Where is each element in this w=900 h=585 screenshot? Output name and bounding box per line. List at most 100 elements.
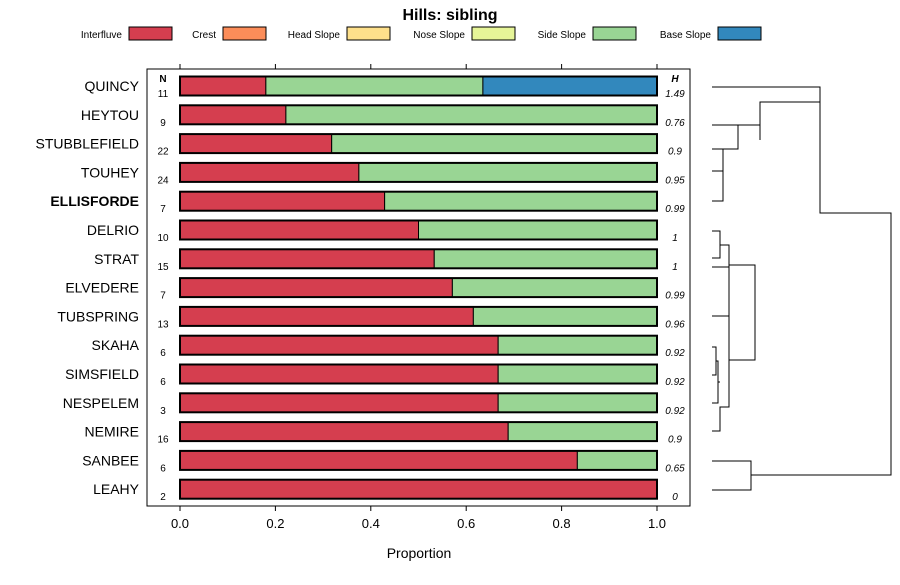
dendrogram-branch	[712, 315, 730, 432]
bar-segment	[179, 421, 509, 442]
bar-segment	[179, 277, 453, 298]
n-value: 15	[157, 262, 169, 273]
n-value: 3	[160, 406, 166, 417]
bar-segment	[179, 248, 435, 269]
bar-segment	[472, 306, 658, 327]
n-value: 13	[157, 319, 169, 330]
category-label: SANBEE	[82, 452, 139, 468]
category-label: SKAHA	[92, 337, 140, 353]
legend-swatch	[717, 26, 762, 41]
n-value: 7	[160, 291, 166, 302]
h-value: 0.76	[665, 118, 685, 129]
n-value: 10	[157, 233, 169, 244]
n-value: 2	[160, 492, 166, 503]
n-header: N	[159, 74, 166, 85]
bar-segment	[331, 133, 658, 154]
category-label: QUINCY	[85, 78, 140, 94]
h-header: H	[671, 74, 679, 85]
x-tick-label: 0.6	[457, 516, 475, 531]
legend-swatch	[222, 26, 267, 41]
dendrogram-branch	[729, 264, 756, 361]
h-value: 0.9	[668, 147, 682, 158]
category-label: STUBBLEFIELD	[36, 136, 139, 152]
x-tick-label: 1.0	[648, 516, 666, 531]
x-tick-label: 0.4	[362, 516, 380, 531]
x-tick-label: 0.8	[553, 516, 571, 531]
n-value: 6	[160, 377, 166, 388]
bar-outline	[179, 277, 658, 299]
bar-segment	[576, 450, 658, 471]
x-axis: 0.0 0.2 0.4 0.6 0.8 1.0	[171, 64, 666, 531]
dendrogram	[712, 86, 892, 491]
bar-outline	[179, 449, 658, 471]
n-value: 11	[158, 89, 169, 100]
bar-segment	[179, 220, 419, 240]
bar-segment	[497, 364, 658, 384]
plot-frame	[146, 68, 691, 507]
bar-outline	[179, 161, 658, 183]
dendrogram-branch	[712, 86, 821, 172]
bar-outline	[179, 104, 658, 126]
n-value: 7	[160, 204, 166, 215]
bar-outline	[179, 392, 658, 414]
bar-segment	[358, 162, 658, 183]
bar-segment	[179, 450, 578, 471]
n-value: 6	[160, 463, 166, 474]
bar-segment	[285, 104, 658, 125]
n-value: 16	[157, 435, 169, 446]
h-value: 0.92	[665, 406, 685, 417]
category-label: NEMIRE	[85, 424, 139, 440]
h-value: 0.99	[665, 204, 685, 215]
category-label: ELVEDERE	[65, 280, 139, 296]
bar-segment	[179, 364, 499, 384]
category-label: SIMSFIELD	[65, 366, 139, 382]
category-label: TOUHEY	[81, 164, 140, 180]
legend-swatch	[346, 26, 391, 41]
legend-label: Nose Slope	[413, 30, 465, 41]
x-tick-label: 0.2	[266, 516, 284, 531]
dendrogram-branch	[712, 171, 724, 202]
legend-swatch	[128, 26, 173, 41]
h-value: 1	[672, 233, 678, 244]
x-tick-label: 0.0	[171, 516, 189, 531]
bar-segment	[497, 335, 658, 356]
legend-label: Interfluve	[81, 30, 123, 41]
dendrogram-branch	[712, 346, 720, 404]
bar-outline	[179, 334, 658, 356]
legend-swatch	[471, 26, 516, 41]
category-label: LEAHY	[93, 481, 140, 497]
h-value: 0.96	[665, 319, 685, 330]
bar-segment	[451, 277, 658, 298]
n-value: 24	[157, 175, 169, 186]
legend-label: Side Slope	[538, 30, 587, 41]
h-value: 0.92	[665, 348, 685, 359]
bar-segment	[433, 248, 658, 269]
h-value: 0.99	[665, 291, 685, 302]
dendrogram-branch	[712, 230, 721, 259]
bar-outline	[179, 305, 658, 327]
bar-outline	[179, 190, 658, 212]
legend: Interfluve Crest Head Slope Nose Slope Side …	[81, 26, 762, 41]
h-value: 0.65	[665, 463, 685, 474]
bar-segment	[179, 335, 499, 356]
bar-outline	[179, 219, 658, 241]
bar-outline	[179, 478, 658, 500]
bar-outline	[179, 133, 658, 155]
h-value: 1.49	[665, 89, 685, 100]
bar-segment	[179, 162, 360, 183]
bar-segment	[482, 76, 658, 96]
chart-title: Hills: sibling	[402, 7, 497, 24]
category-label: STRAT	[94, 251, 139, 267]
bar-segment	[497, 392, 658, 413]
h-value: 0.95	[665, 175, 685, 186]
dendrogram-branch	[712, 475, 752, 491]
h-value: 0.9	[668, 435, 682, 446]
bar-segment	[507, 421, 658, 442]
h-value: 0	[672, 492, 678, 503]
n-value: 6	[160, 348, 166, 359]
bar-segment	[384, 191, 658, 212]
bar-segment	[179, 392, 499, 413]
